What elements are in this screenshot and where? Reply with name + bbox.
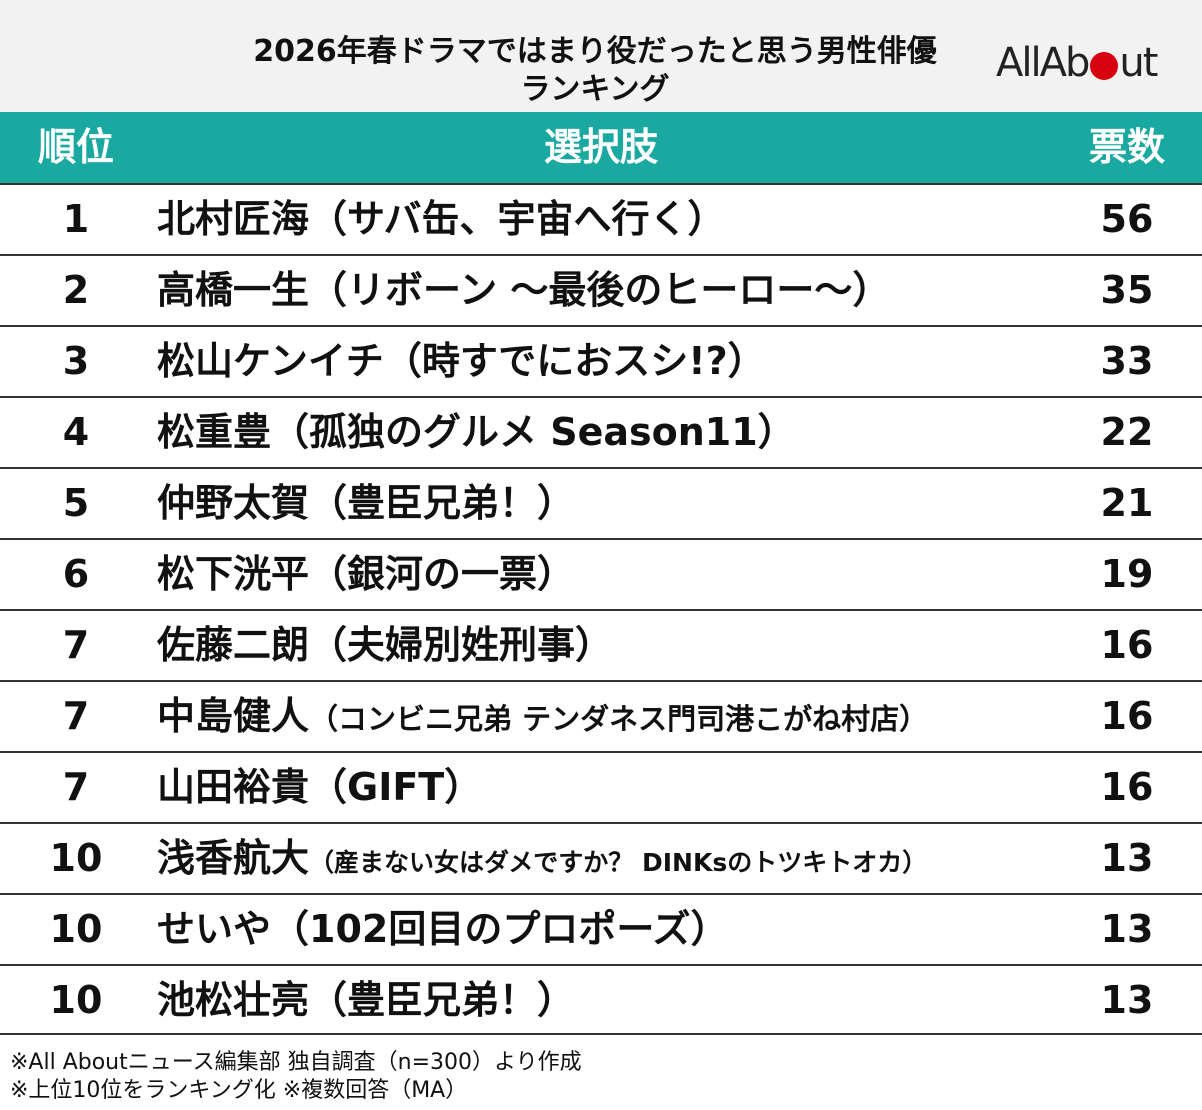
drama-title: （102回目のプロポーズ） — [271, 907, 729, 951]
choice: 高橋一生（リボーン ～最後のヒーロー～） — [157, 256, 890, 325]
drama-title: （時すでにおスシ!?） — [383, 339, 766, 383]
table-row: 10 せいや（102回目のプロポーズ） 13 — [0, 893, 1202, 964]
actor-name: 北村匠海 — [157, 197, 310, 241]
actor-name: 浅香航大 — [157, 836, 310, 880]
rank: 7 — [62, 623, 90, 667]
table-row: 4 松重豊（孤独のグルメ Season11） 22 — [0, 396, 1202, 467]
title-line: ランキング — [520, 72, 670, 107]
drama-title: （夫婦別姓刑事） — [309, 623, 614, 667]
votes: 21 — [1100, 481, 1154, 525]
rank: 4 — [62, 410, 90, 454]
drama-title: （銀河の一票） — [309, 552, 576, 596]
actor-name: 仲野太賀 — [157, 481, 310, 525]
column-header: 票数 — [1088, 125, 1165, 169]
choice: 松下洸平（銀河の一票） — [157, 540, 575, 609]
table-row: 7 山田裕貴（GIFT） 16 — [0, 751, 1202, 822]
drama-title: （産まない女はダメですか？ DINKsのトツキトオカ） — [309, 848, 928, 877]
choice: 山田裕貴（GIFT） — [157, 753, 482, 822]
choice: 仲野太賀（豊臣兄弟！） — [157, 469, 575, 538]
actor-name: 佐藤二朗 — [157, 623, 310, 667]
votes: 35 — [1100, 268, 1154, 312]
footnote: ※上位10位をランキング化 ※複数回答（MA） — [10, 1078, 468, 1103]
actor-name: 高橋一生 — [157, 268, 310, 312]
footnote: ※All Aboutニュース編集部 独自調査（n=300）より作成 — [10, 1050, 582, 1075]
votes: 33 — [1100, 339, 1154, 383]
drama-title: （GIFT） — [309, 765, 483, 809]
drama-title: （豊臣兄弟！） — [309, 481, 576, 525]
choice: 松山ケンイチ（時すでにおスシ!?） — [157, 327, 766, 396]
drama-title: （リボーン ～最後のヒーロー～） — [309, 268, 891, 312]
rank: 2 — [62, 268, 90, 312]
rank: 1 — [62, 197, 90, 241]
actor-name: 松下洸平 — [157, 552, 310, 596]
table-row: 2 高橋一生（リボーン ～最後のヒーロー～） 35 — [0, 254, 1202, 325]
choice: 佐藤二朗（夫婦別姓刑事） — [157, 611, 613, 680]
votes: 22 — [1100, 410, 1154, 454]
votes: 13 — [1100, 907, 1154, 951]
rank: 10 — [49, 836, 103, 880]
votes: 13 — [1100, 836, 1154, 880]
rank: 10 — [49, 978, 103, 1022]
table-row: 7 中島健人（コンビニ兄弟 テンダネス門司港こがね村店） 16 — [0, 680, 1202, 751]
title-line: 2026年春ドラマではまり役だったと思う男性俳優 — [253, 34, 937, 69]
drama-title: （豊臣兄弟！） — [309, 978, 576, 1022]
votes: 16 — [1100, 765, 1154, 809]
actor-name: 松重豊 — [157, 410, 272, 454]
table-row: 7 佐藤二朗（夫婦別姓刑事） 16 — [0, 609, 1202, 680]
actor-name: 中島健人 — [157, 694, 310, 738]
drama-title: （サバ缶、宇宙へ行く） — [309, 197, 726, 241]
table-row: 3 松山ケンイチ（時すでにおスシ!?） 33 — [0, 325, 1202, 396]
logo-dot — [1090, 52, 1119, 80]
votes: 16 — [1100, 623, 1154, 667]
logo: AllAb ut — [996, 40, 1158, 86]
votes: 19 — [1100, 552, 1154, 596]
drama-title: （コンビニ兄弟 テンダネス門司港こがね村店） — [309, 702, 929, 736]
rank: 10 — [49, 907, 103, 951]
logo-text: AllAb — [996, 40, 1090, 86]
choice: 松重豊（孤独のグルメ Season11） — [157, 398, 796, 467]
table-header: 順位 選択肢 票数 — [0, 112, 1202, 183]
actor-name: 山田裕貴 — [157, 765, 310, 809]
table-row: 10 浅香航大（産まない女はダメですか？ DINKsのトツキトオカ） 13 — [0, 822, 1202, 893]
table-row: 5 仲野太賀（豊臣兄弟！） 21 — [0, 467, 1202, 538]
actor-name: 池松壮亮 — [157, 978, 310, 1022]
table-row: 6 松下洸平（銀河の一票） 19 — [0, 538, 1202, 609]
rank: 5 — [62, 481, 90, 525]
choice: 中島健人（コンビニ兄弟 テンダネス門司港こがね村店） — [157, 682, 928, 754]
rank: 7 — [62, 694, 90, 738]
votes: 56 — [1100, 197, 1154, 241]
choice: 池松壮亮（豊臣兄弟！） — [157, 966, 575, 1035]
votes: 16 — [1100, 694, 1154, 738]
choice: 浅香航大（産まない女はダメですか？ DINKsのトツキトオカ） — [157, 824, 927, 897]
actor-name: 松山ケンイチ — [157, 339, 384, 383]
votes: 13 — [1100, 978, 1154, 1022]
rank: 6 — [62, 552, 90, 596]
actor-name: せいや — [157, 907, 272, 951]
choice: せいや（102回目のプロポーズ） — [157, 895, 728, 964]
column-header: 順位 — [37, 125, 114, 169]
column-header: 選択肢 — [543, 125, 658, 169]
drama-title: （孤独のグルメ Season11） — [271, 410, 796, 454]
rank: 3 — [62, 339, 90, 383]
choice: 北村匠海（サバ缶、宇宙へ行く） — [157, 185, 726, 254]
table-row: 10 池松壮亮（豊臣兄弟！） 13 — [0, 964, 1202, 1035]
rank: 7 — [62, 765, 90, 809]
header: 2026年春ドラマではまり役だったと思う男性俳優 ランキング AllAb ut — [0, 0, 1202, 112]
logo-text: ut — [1119, 40, 1158, 86]
table-row: 1 北村匠海（サバ缶、宇宙へ行く） 56 — [0, 183, 1202, 254]
